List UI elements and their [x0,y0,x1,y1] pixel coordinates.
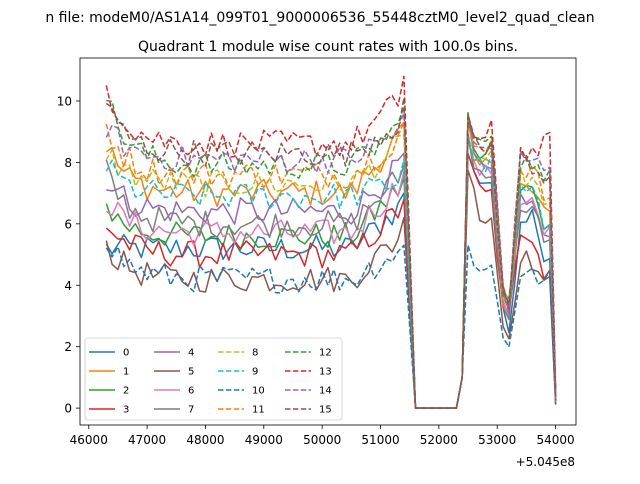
chart-title: Quadrant 1 module wise count rates with … [138,39,518,55]
x-tick-label: 46000 [70,433,108,447]
series-line-9 [105,136,557,409]
y-tick-label: 8 [64,156,72,170]
legend-label-8: 8 [252,348,258,359]
legend-label-7: 7 [188,405,194,416]
legend-label-14: 14 [319,386,332,397]
series-line-0 [105,132,557,409]
legend-label-11: 11 [252,405,265,416]
x-axis: 46000 47000 48000 49000 50000 51000 52000 53000… [70,425,575,447]
figure-suptitle: n file: modeM0/AS1A14_099T01_9000006536_… [45,10,594,26]
x-tick-label: 47000 [128,433,166,447]
legend-label-0: 0 [123,348,129,359]
series-layer [105,75,557,409]
series-line-15 [105,97,557,409]
series-line-4 [106,117,557,409]
y-tick-label: 2 [64,340,72,354]
series-line-11 [105,121,557,409]
x-tick-label: 50000 [303,433,341,447]
legend-label-4: 4 [188,348,194,359]
y-tick-label: 10 [57,94,72,108]
legend-label-12: 12 [319,348,332,359]
y-tick-label: 4 [64,279,72,293]
series-line-3 [105,152,557,409]
y-axis: 0 2 4 6 8 10 [57,94,80,416]
legend-label-5: 5 [188,367,194,378]
x-tick-label: 53000 [478,433,516,447]
legend-label-2: 2 [123,386,129,397]
x-tick-label: 52000 [420,433,458,447]
legend-label-13: 13 [319,367,332,378]
series-line-10 [105,244,557,409]
series-line-12 [106,99,557,409]
x-tick-label: 49000 [245,433,283,447]
legend-label-9: 9 [252,367,258,378]
series-line-7 [105,135,557,409]
x-tick-label: 54000 [536,433,574,447]
series-line-1 [105,119,557,409]
x-tick-label: 51000 [361,433,399,447]
y-tick-label: 0 [64,402,72,416]
legend-label-6: 6 [188,386,194,397]
x-tick-label: 48000 [186,433,224,447]
legend-box [84,337,343,421]
legend-label-3: 3 [123,405,129,416]
legend-label-1: 1 [123,367,129,378]
series-line-6 [105,140,557,409]
y-tick-label: 6 [64,217,72,231]
x-axis-offset-label: +5.045e8 [516,455,575,469]
legend-label-15: 15 [319,405,332,416]
plot-area-frame [79,57,577,426]
legend-label-10: 10 [252,386,265,397]
